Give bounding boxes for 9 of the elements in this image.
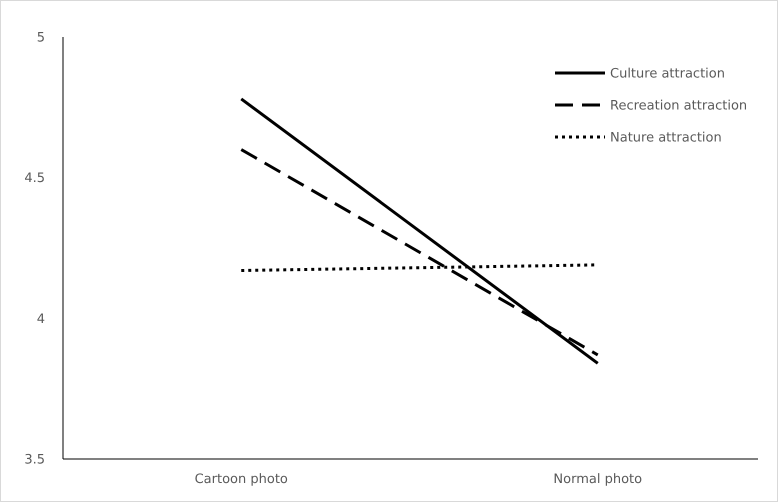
y-tick-label: 4 [36, 312, 45, 327]
y-tick-label: 3.5 [24, 452, 45, 468]
legend-label: Culture attraction [610, 66, 725, 82]
legend-label: Recreation attraction [610, 98, 748, 114]
x-tick-label: Normal photo [553, 472, 642, 487]
x-tick-label: Cartoon photo [194, 472, 288, 487]
y-tick-label: 5 [36, 30, 45, 46]
y-tick-label: 4.5 [24, 171, 45, 186]
legend-label: Nature attraction [610, 130, 722, 146]
